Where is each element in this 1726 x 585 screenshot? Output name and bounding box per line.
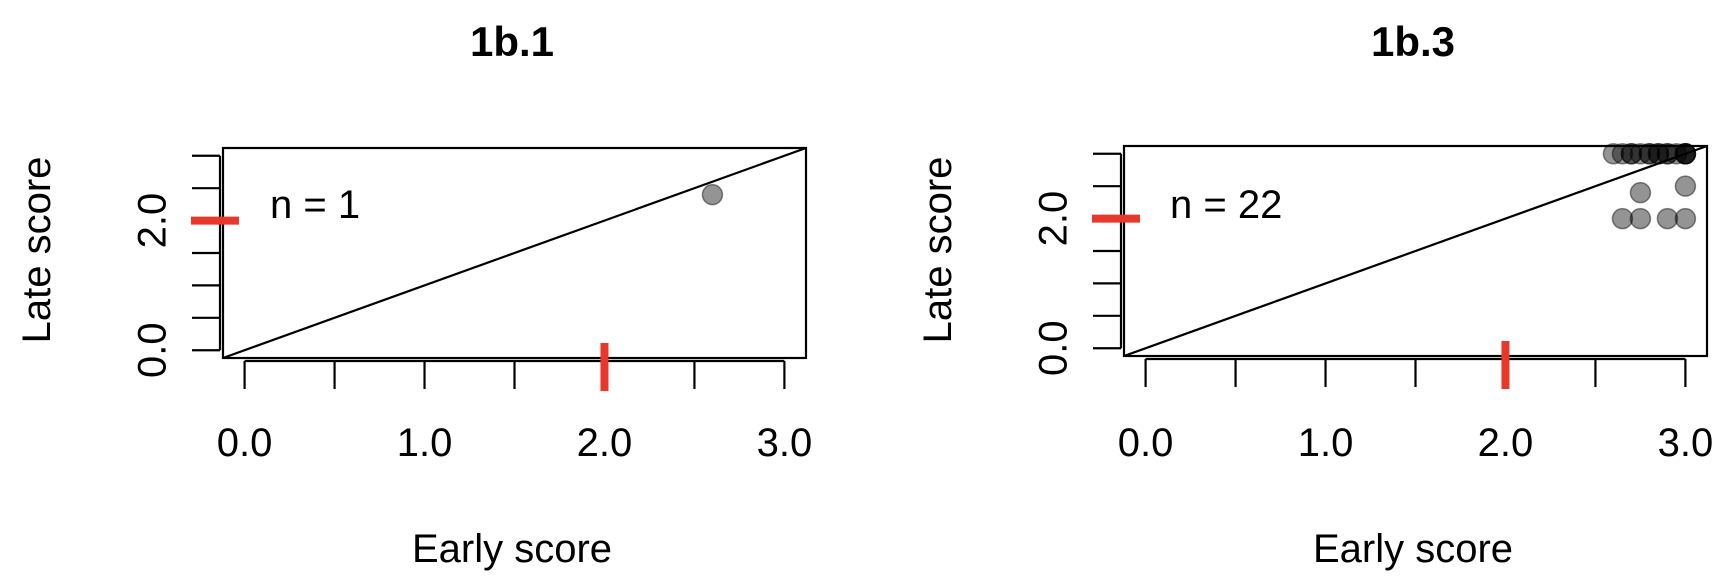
data-point [1629, 207, 1652, 230]
data-point [1674, 143, 1697, 165]
data-point [1656, 207, 1679, 230]
diagonal-line [222, 146, 807, 360]
data-point [1638, 143, 1661, 165]
data-point [1665, 143, 1688, 165]
data-point [1629, 143, 1652, 165]
sample-size-annotation: n = 1 [270, 183, 360, 227]
y-axis-label: Late score [15, 157, 59, 344]
x-tick-label: 0.0 [217, 421, 273, 465]
panel-1b-3: 1b.3 Early score Late score n = 22 0.0 1.… [916, 18, 1713, 571]
x-tick-label: 0.0 [1118, 421, 1174, 465]
panel-1b-1: 1b.1 Early score Late score n = 1 0.0 1.0… [15, 18, 812, 571]
data-point [1611, 143, 1634, 165]
data-point [1674, 175, 1697, 197]
data-point [1674, 207, 1697, 230]
data-point [1638, 143, 1661, 165]
data-point [1647, 143, 1670, 165]
data-point [1674, 143, 1697, 165]
data-point [1629, 181, 1652, 204]
x-tick-label: 1.0 [1298, 421, 1354, 465]
data-point [1620, 143, 1643, 165]
data-point [1602, 143, 1625, 165]
data-point [1620, 143, 1643, 165]
panel-title: 1b.3 [1371, 18, 1455, 65]
x-tick-label: 1.0 [397, 421, 453, 465]
x-tick-label: 2.0 [577, 421, 633, 465]
plot-frame [221, 146, 808, 360]
x-axis-label: Early score [412, 527, 612, 571]
data-point [1674, 143, 1697, 165]
y-tick-label: 2.0 [131, 193, 175, 249]
x-tick-label: 2.0 [1478, 421, 1534, 465]
x-tick-label: 3.0 [757, 421, 813, 465]
diagonal-line [1123, 144, 1708, 358]
plot-frame [1122, 144, 1709, 358]
x-axis-label: Early score [1313, 527, 1513, 571]
y-tick-label: 0.0 [131, 322, 175, 378]
data-point [1674, 143, 1697, 165]
data-point [1656, 143, 1679, 165]
y-tick-label: 2.0 [1032, 191, 1076, 247]
y-axis-label: Late score [916, 157, 960, 344]
data-point [701, 183, 724, 206]
data-point [1656, 143, 1679, 165]
x-tick-label: 3.0 [1658, 421, 1714, 465]
data-point [1611, 207, 1634, 230]
sample-size-annotation: n = 22 [1170, 183, 1282, 227]
y-tick-label: 0.0 [1032, 320, 1076, 376]
data-point [1647, 143, 1670, 165]
panel-title: 1b.1 [470, 18, 554, 65]
